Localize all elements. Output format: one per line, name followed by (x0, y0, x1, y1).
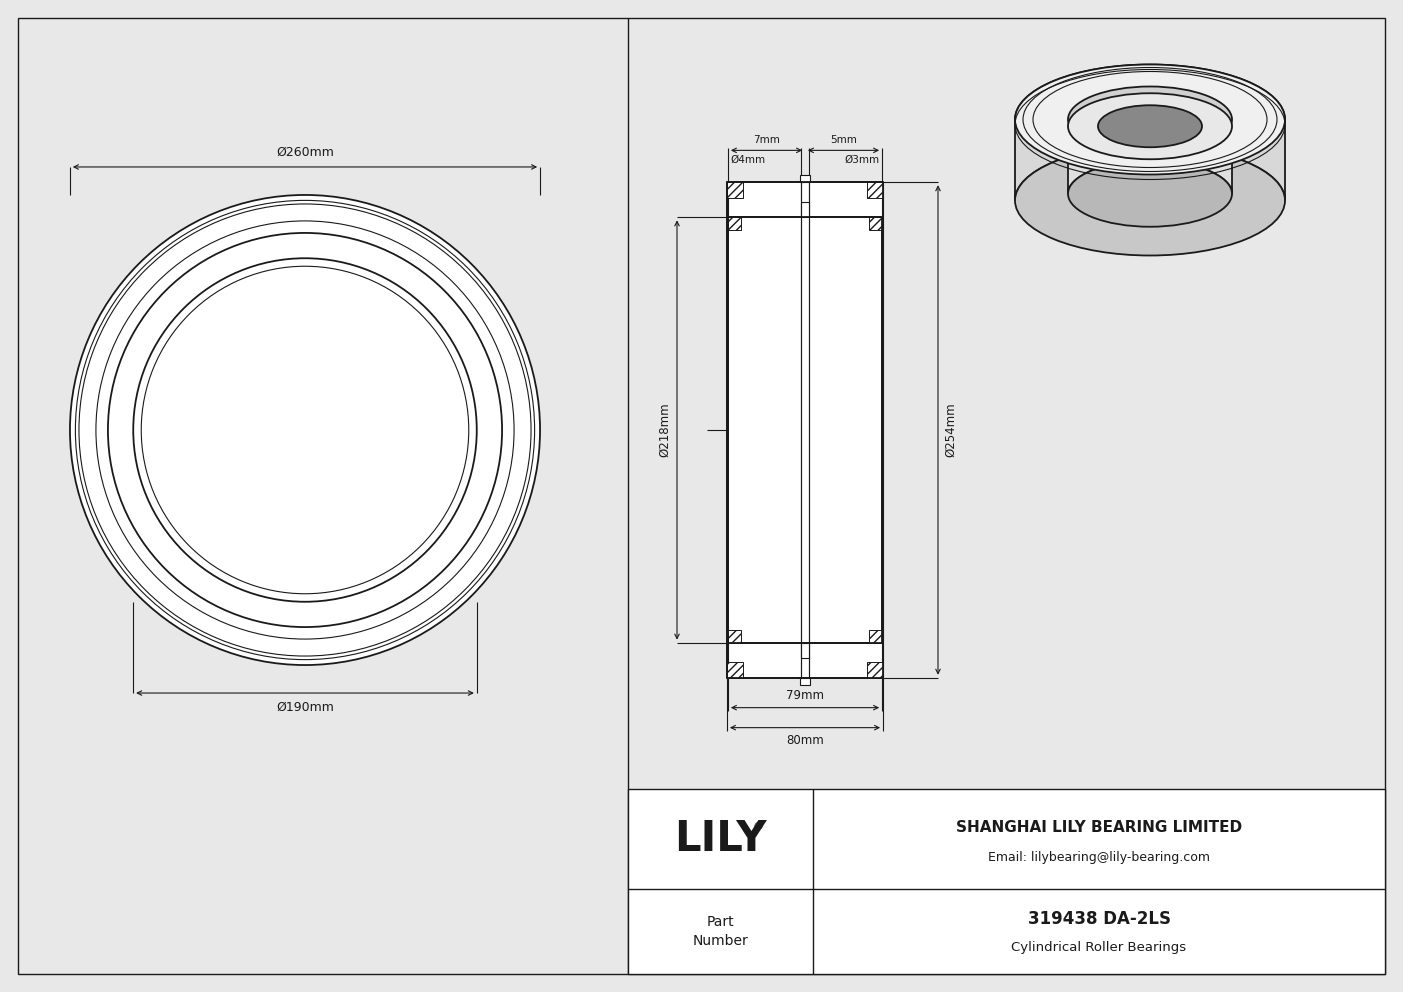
Text: Email: lilybearing@lily-bearing.com: Email: lilybearing@lily-bearing.com (988, 850, 1209, 863)
Text: Cylindrical Roller Bearings: Cylindrical Roller Bearings (1012, 941, 1187, 954)
Bar (801, 201, 810, 217)
Bar (727, 183, 744, 198)
Ellipse shape (1068, 93, 1232, 160)
Ellipse shape (1099, 98, 1202, 141)
Ellipse shape (1068, 86, 1232, 153)
Text: Ø190mm: Ø190mm (276, 701, 334, 714)
Bar (800, 678, 810, 684)
Text: Ø218mm: Ø218mm (658, 403, 671, 457)
Polygon shape (1068, 93, 1232, 193)
Bar (727, 662, 744, 678)
Ellipse shape (1099, 105, 1202, 147)
Bar (867, 183, 882, 198)
Polygon shape (1014, 64, 1285, 200)
Bar (801, 643, 810, 659)
Bar (867, 662, 882, 678)
Ellipse shape (1014, 64, 1285, 175)
Bar (800, 176, 810, 183)
Bar (868, 217, 882, 230)
Bar (868, 630, 882, 643)
Bar (728, 217, 741, 230)
Text: 7mm: 7mm (753, 135, 780, 146)
Bar (728, 217, 882, 643)
Ellipse shape (133, 258, 477, 602)
Bar (728, 217, 882, 643)
Text: 79mm: 79mm (786, 688, 824, 701)
Text: Ø4mm: Ø4mm (730, 155, 765, 165)
Text: Ø3mm: Ø3mm (845, 155, 880, 165)
Text: 80mm: 80mm (786, 734, 824, 747)
Bar (629, 789, 1385, 974)
Text: LILY: LILY (675, 818, 767, 860)
Text: Part
Number: Part Number (693, 915, 748, 948)
Ellipse shape (70, 195, 540, 665)
Text: Ø254mm: Ø254mm (944, 403, 957, 457)
Ellipse shape (1014, 146, 1285, 256)
Text: ®: ® (753, 822, 765, 832)
Text: 5mm: 5mm (831, 135, 857, 146)
Ellipse shape (1068, 161, 1232, 227)
Bar (728, 245, 882, 615)
Text: SHANGHAI LILY BEARING LIMITED: SHANGHAI LILY BEARING LIMITED (955, 819, 1242, 834)
Text: 319438 DA-2LS: 319438 DA-2LS (1027, 910, 1170, 928)
Bar (727, 183, 882, 678)
Text: Ø260mm: Ø260mm (276, 146, 334, 159)
Bar (728, 630, 741, 643)
